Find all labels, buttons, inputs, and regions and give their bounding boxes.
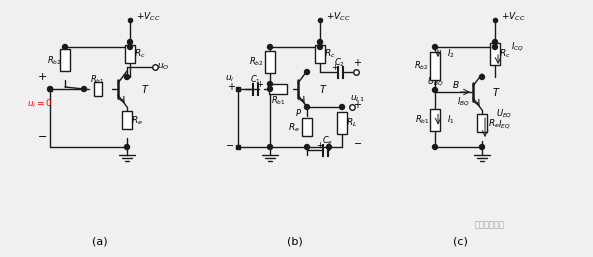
Text: $P$: $P$ [295, 106, 302, 117]
Text: $I_{CQ}$: $I_{CQ}$ [511, 41, 524, 53]
Text: $I_1$: $I_1$ [447, 113, 455, 126]
Text: $+$: $+$ [353, 58, 362, 69]
Bar [315, 45, 325, 63]
Text: $+$: $+$ [256, 79, 264, 89]
Bar [430, 108, 440, 131]
Bar [477, 114, 487, 132]
Bar [430, 52, 440, 80]
Text: $+$: $+$ [353, 99, 362, 111]
Bar [269, 84, 287, 94]
Text: $R_{b1}$: $R_{b1}$ [270, 95, 285, 107]
Circle shape [304, 69, 310, 75]
Circle shape [340, 105, 345, 109]
Circle shape [317, 40, 323, 44]
Circle shape [304, 105, 310, 109]
Text: $+V_{CC}$: $+V_{CC}$ [136, 11, 160, 23]
Text: $+$: $+$ [37, 71, 47, 82]
Bar [60, 49, 70, 71]
Circle shape [493, 40, 498, 44]
Text: $+$: $+$ [331, 62, 339, 72]
Text: $R_{b1}$: $R_{b1}$ [90, 74, 104, 86]
Bar [122, 111, 132, 129]
Text: $u_{L1}$: $u_{L1}$ [350, 94, 364, 104]
Text: $+V_{CC}$: $+V_{CC}$ [326, 11, 350, 23]
Text: $u_i$: $u_i$ [225, 74, 235, 84]
Text: $-$: $-$ [37, 130, 47, 140]
Text: $+$: $+$ [316, 140, 324, 150]
Text: $R_{b2}$: $R_{b2}$ [248, 56, 263, 68]
Text: $C_2$: $C_2$ [334, 57, 346, 69]
Text: $R_e$: $R_e$ [288, 122, 300, 134]
Circle shape [127, 44, 132, 50]
Circle shape [125, 144, 129, 150]
Bar [265, 51, 275, 73]
Text: $B$: $B$ [452, 79, 460, 90]
Circle shape [480, 144, 484, 150]
Circle shape [267, 44, 273, 50]
Bar [94, 82, 102, 96]
Text: $U_{EQ}$: $U_{EQ}$ [496, 108, 512, 120]
Text: $R_c$: $R_c$ [134, 48, 146, 60]
Circle shape [267, 144, 273, 150]
Circle shape [81, 87, 87, 91]
Text: $+V_{CC}$: $+V_{CC}$ [500, 11, 525, 23]
Text: $-$: $-$ [353, 137, 362, 147]
Bar [490, 43, 500, 65]
Circle shape [125, 75, 129, 79]
Text: $R_e$: $R_e$ [488, 118, 500, 130]
Circle shape [267, 87, 273, 91]
Text: $+$: $+$ [228, 81, 237, 93]
Circle shape [432, 144, 438, 150]
Circle shape [480, 75, 484, 79]
Text: $C_e$: $C_e$ [323, 135, 334, 147]
Text: (a): (a) [92, 237, 108, 247]
Text: $I_2$: $I_2$ [447, 48, 455, 60]
Circle shape [317, 44, 323, 50]
Text: $R_e$: $R_e$ [131, 115, 143, 127]
Text: $U_{BQ}$: $U_{BQ}$ [427, 76, 444, 88]
Text: $R_{b2}$: $R_{b2}$ [47, 55, 61, 67]
Text: $T$: $T$ [318, 83, 327, 95]
Bar [337, 112, 347, 134]
Text: $R_c$: $R_c$ [324, 48, 336, 60]
Circle shape [127, 40, 132, 44]
Text: $T$: $T$ [141, 83, 149, 95]
Circle shape [432, 44, 438, 50]
Text: $C_1$: $C_1$ [250, 74, 260, 86]
Circle shape [493, 44, 498, 50]
Circle shape [327, 144, 331, 150]
Circle shape [62, 44, 68, 50]
Text: $R_{b2}$: $R_{b2}$ [414, 60, 428, 72]
Text: (c): (c) [452, 237, 467, 247]
Text: $u_i=0$: $u_i=0$ [27, 98, 53, 110]
Text: 电工电气学习: 电工电气学习 [475, 221, 505, 230]
Text: $u_O$: $u_O$ [157, 62, 169, 72]
Text: $R_{b1}$: $R_{b1}$ [415, 113, 429, 126]
Bar [125, 45, 135, 63]
Bar [302, 118, 312, 136]
Text: $T$: $T$ [492, 86, 500, 98]
Circle shape [432, 87, 438, 93]
Text: (b): (b) [287, 237, 303, 247]
Text: $-$: $-$ [225, 139, 235, 149]
Text: $I_{BQ}$: $I_{BQ}$ [457, 96, 470, 108]
Text: $R_c$: $R_c$ [499, 48, 511, 60]
Text: $I_{EQ}$: $I_{EQ}$ [498, 118, 511, 131]
Text: $R_L$: $R_L$ [346, 117, 358, 129]
Circle shape [267, 81, 273, 87]
Circle shape [47, 87, 53, 91]
Circle shape [304, 144, 310, 150]
